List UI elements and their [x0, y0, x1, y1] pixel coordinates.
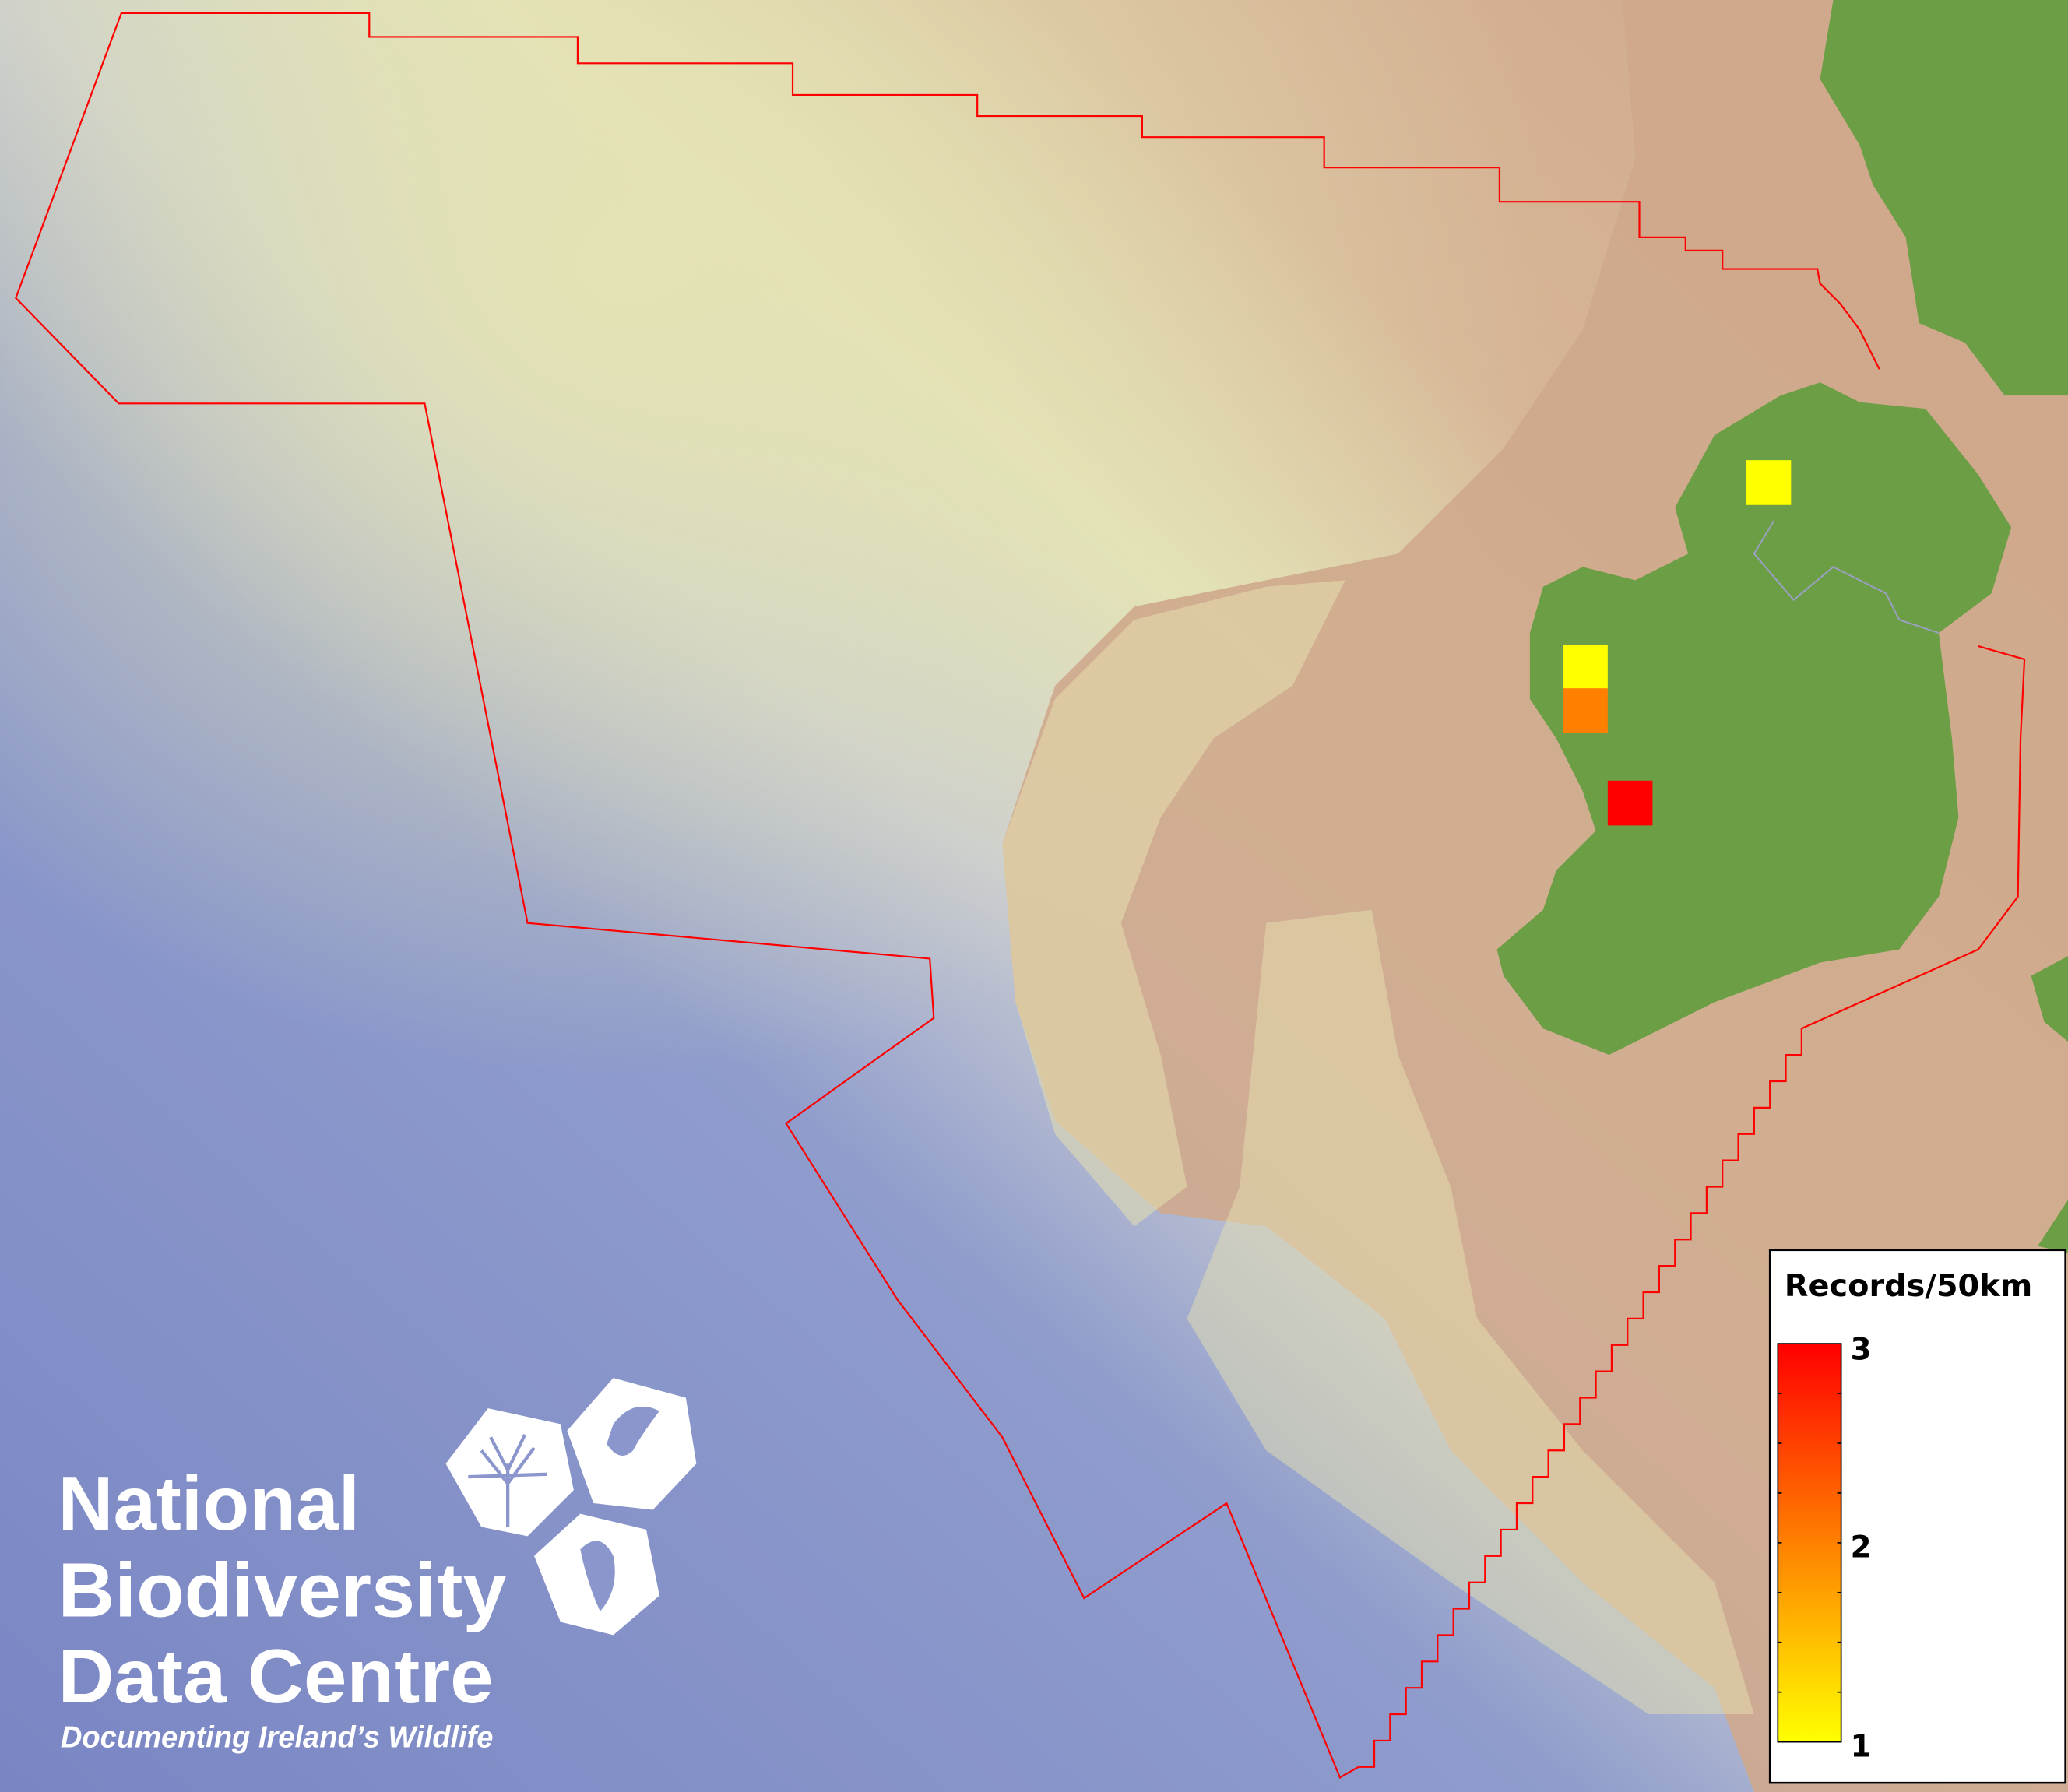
grid-cell-records-2 [1563, 688, 1608, 733]
shelf-edge [1002, 580, 1345, 1227]
legend-max-label: 3 [1851, 1332, 1872, 1367]
logo-line-2: Biodiversity [58, 1548, 507, 1633]
cornwall-landmass [2038, 1200, 2068, 1253]
boundary-southeast [1358, 645, 2026, 1768]
grid-cell-records-3 [1607, 780, 1653, 826]
scotland-landmass [1820, 0, 2068, 396]
grid-cell-records-1 [1746, 460, 1792, 505]
legend-ticks [1778, 1393, 1841, 1693]
nbdc-logo: National Biodiversity Data Centre Docume… [58, 1378, 697, 1754]
southern-shelf [1187, 909, 1754, 1715]
logo-line-1: National [58, 1460, 360, 1546]
legend-color-bar [1777, 1343, 1842, 1743]
border-line [1753, 520, 1940, 634]
tree-icon [445, 1408, 574, 1537]
legend-mid-label: 2 [1851, 1530, 1872, 1565]
grid-cells [1563, 460, 1792, 826]
legend-title: Records/50km [1785, 1269, 2032, 1304]
boundary-west [15, 12, 1880, 1779]
ireland-landmass [1496, 382, 2012, 1056]
logo-tagline: Documenting Ireland’s Wildlife [61, 1720, 494, 1754]
eez-boundary [15, 12, 2026, 1779]
logo-line-3: Data Centre [58, 1633, 494, 1719]
grid-cell-records-1 [1563, 645, 1608, 690]
wales-landmass [2031, 956, 2068, 1042]
legend-min-label: 1 [1851, 1729, 1872, 1764]
legend: Records/50km 3 2 1 [1768, 1249, 2066, 1784]
